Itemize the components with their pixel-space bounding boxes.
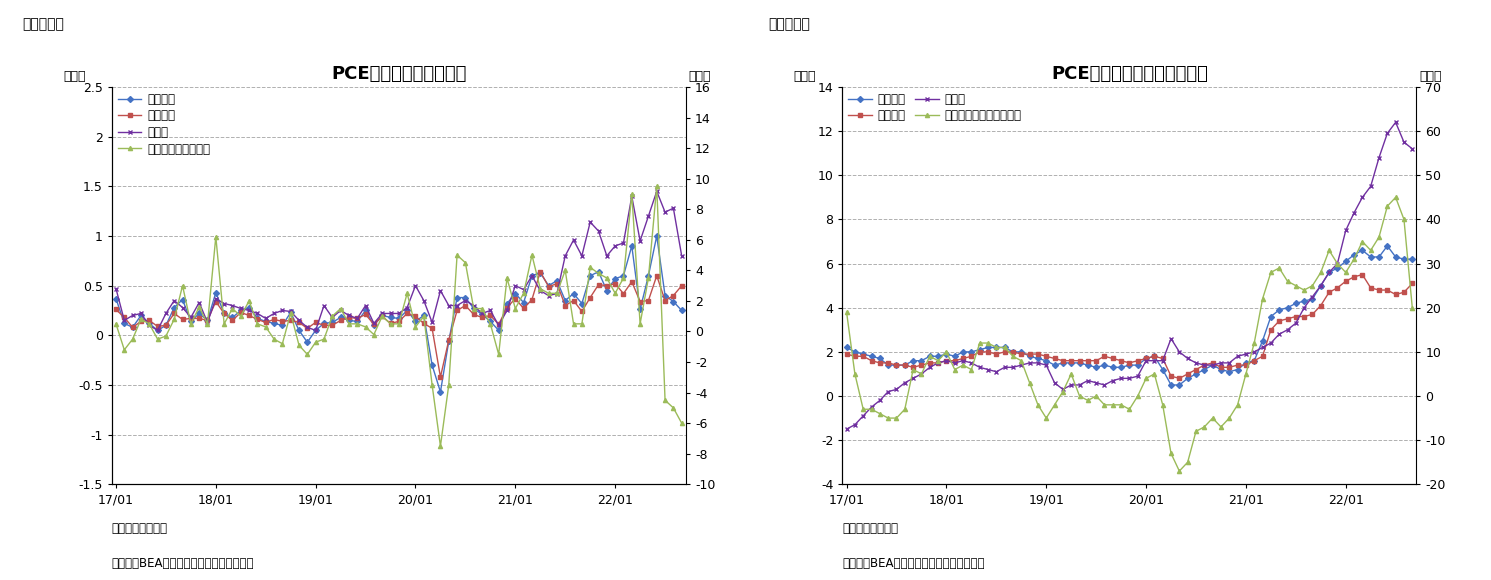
Text: （図表６）: （図表６） bbox=[22, 17, 64, 31]
Legend: 総合指数, コア指数, 食料品, エネルギー関連（右軸）: 総合指数, コア指数, 食料品, エネルギー関連（右軸） bbox=[848, 93, 1021, 122]
Text: （注）季節調整済: （注）季節調整済 bbox=[842, 522, 899, 535]
Text: （％）: （％） bbox=[1419, 70, 1442, 83]
Legend: 総合指数, コア指数, 食料品, エネルギー（右軸）: 総合指数, コア指数, 食料品, エネルギー（右軸） bbox=[118, 93, 210, 155]
Text: （資料）BEAよりニッセイ基礎研究所作成: （資料）BEAよりニッセイ基礎研究所作成 bbox=[842, 557, 986, 570]
Text: （％）: （％） bbox=[793, 70, 816, 83]
Text: （図表７）: （図表７） bbox=[768, 17, 810, 31]
Text: （％）: （％） bbox=[63, 70, 85, 83]
Title: PCE価格指数（前月比）: PCE価格指数（前月比） bbox=[331, 64, 467, 83]
Title: PCE価格指数（前年同月比）: PCE価格指数（前年同月比） bbox=[1051, 64, 1208, 83]
Text: （％）: （％） bbox=[689, 70, 711, 83]
Text: （資料）BEAよりニッセイ基礎研究所作成: （資料）BEAよりニッセイ基礎研究所作成 bbox=[112, 557, 255, 570]
Text: （注）季節調整済: （注）季節調整済 bbox=[112, 522, 168, 535]
